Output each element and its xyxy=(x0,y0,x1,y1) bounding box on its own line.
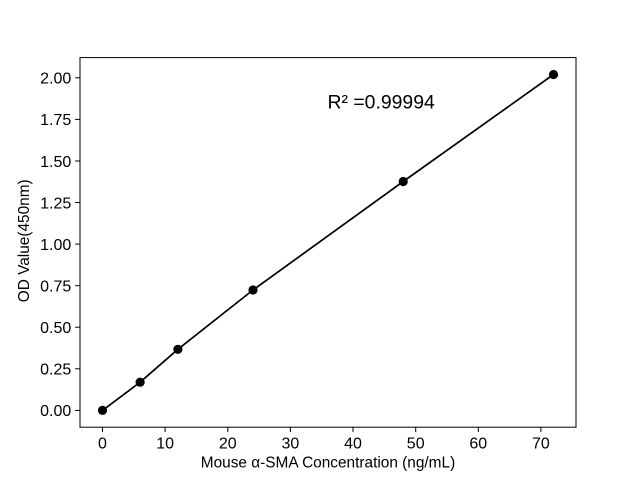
svg-text:0.75: 0.75 xyxy=(40,279,71,296)
svg-text:10: 10 xyxy=(156,436,174,453)
svg-text:1.75: 1.75 xyxy=(40,112,71,129)
svg-text:60: 60 xyxy=(469,436,487,453)
svg-text:50: 50 xyxy=(407,436,425,453)
svg-text:OD Value(450nm): OD Value(450nm) xyxy=(16,179,33,302)
svg-text:0: 0 xyxy=(98,436,107,453)
svg-text:0.50: 0.50 xyxy=(40,320,71,337)
svg-text:Mouse α-SMA Concentration (ng/: Mouse α-SMA Concentration (ng/mL) xyxy=(201,455,455,472)
svg-text:0.25: 0.25 xyxy=(40,362,71,379)
svg-text:40: 40 xyxy=(344,436,362,453)
svg-text:20: 20 xyxy=(219,436,237,453)
svg-text:1.50: 1.50 xyxy=(40,154,71,171)
svg-text:70: 70 xyxy=(532,436,550,453)
svg-text:0.00: 0.00 xyxy=(40,403,71,420)
svg-text:1.00: 1.00 xyxy=(40,237,71,254)
svg-text:30: 30 xyxy=(282,436,300,453)
svg-text:R² =0.99994: R² =0.99994 xyxy=(328,91,435,113)
svg-text:1.25: 1.25 xyxy=(40,195,71,212)
svg-text:2.00: 2.00 xyxy=(40,71,71,88)
